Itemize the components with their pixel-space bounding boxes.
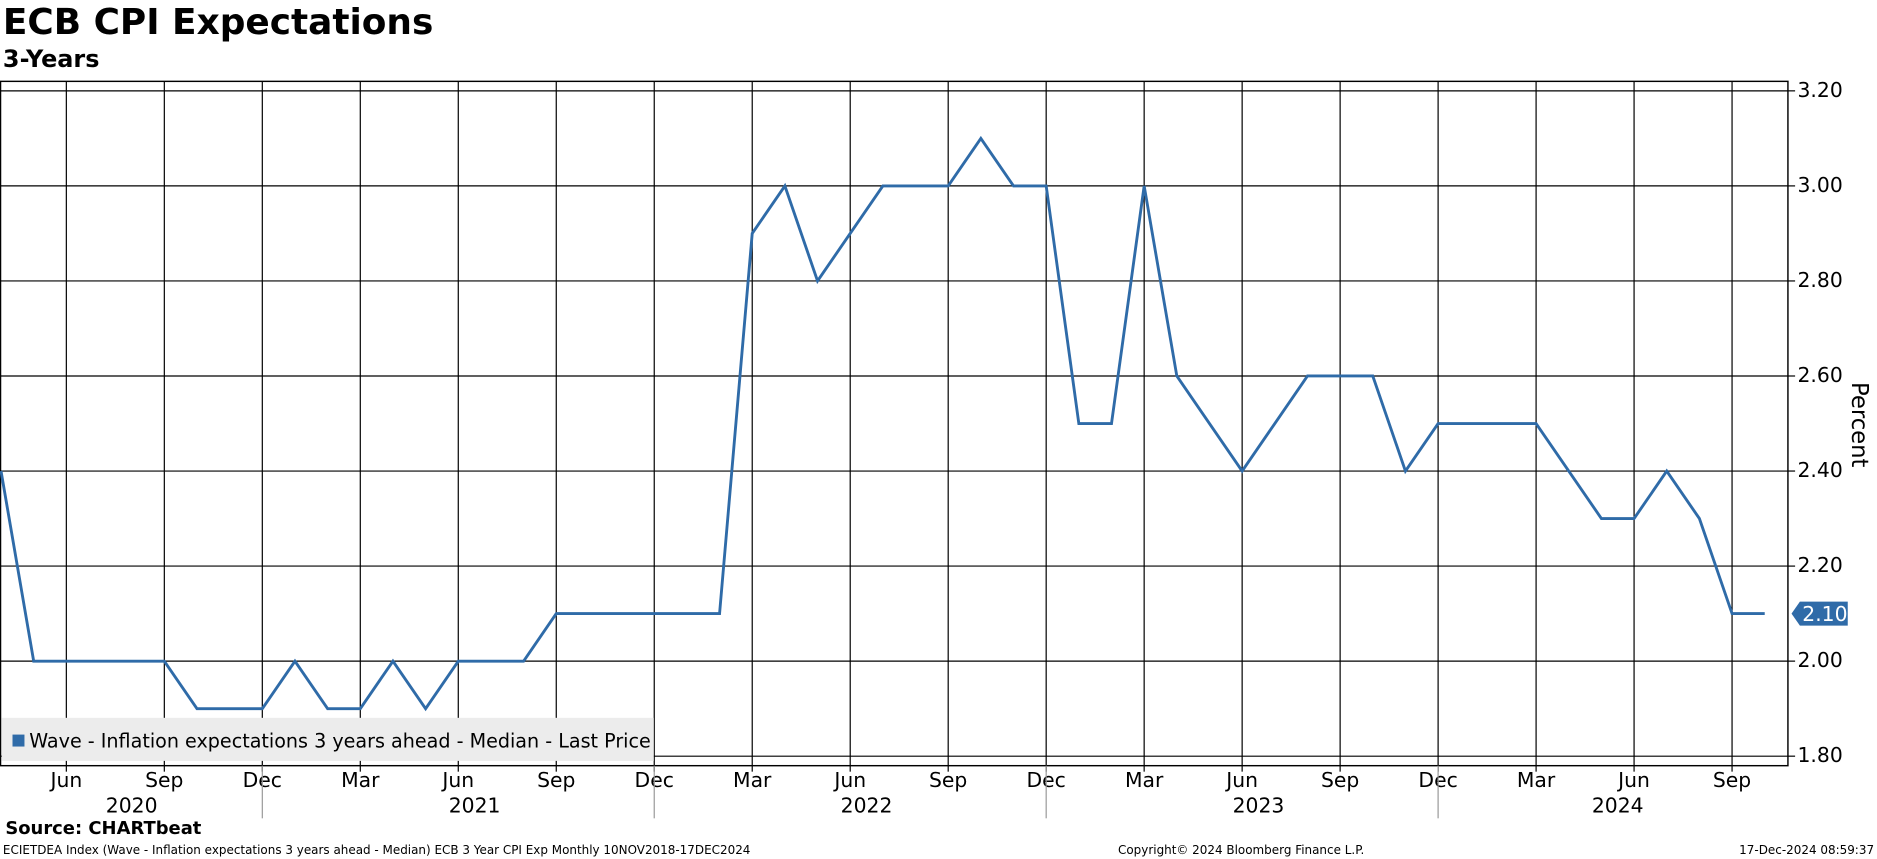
data-line [0,135,1765,712]
legend-box [1,717,654,761]
x-tick-label: Jun [1224,768,1258,792]
y-tick-label: 2.60 [1798,363,1843,387]
chart-subtitle: 3-Years [3,45,100,73]
y-tick-label: 2.40 [1798,458,1843,482]
footer-left: ECIETDEA Index (Wave - Inflation expecta… [3,843,750,857]
y-tick-label: 3.20 [1798,78,1843,102]
x-year-label: 2022 [841,793,893,817]
x-tick-label: Mar [341,768,380,792]
x-tick-label: Sep [537,768,575,792]
legend-swatch [12,734,25,747]
x-tick-label: Jun [440,768,474,792]
y-tick-label: 1.80 [1798,743,1843,767]
chart-title: ECB CPI Expectations [3,2,433,43]
x-year-label: 2021 [449,793,501,817]
x-tick-label: Sep [145,768,183,792]
y-tick-label: 2.20 [1798,553,1843,577]
x-year-label: 2020 [106,793,158,817]
y-axis-title: Percent [1846,382,1872,468]
x-tick-label: Jun [48,768,82,792]
x-tick-label: Mar [1517,768,1556,792]
last-value-label: 2.10 [1802,602,1847,626]
last-value-tag [1791,601,1848,626]
y-tick-label: 3.00 [1798,173,1843,197]
x-year-label: 2023 [1233,793,1285,817]
legend-label: Wave - Inflation expectations 3 years ah… [29,729,651,752]
x-tick-label: Jun [1616,768,1650,792]
y-tick-label: 2.80 [1798,268,1843,292]
x-tick-label: Mar [733,768,772,792]
x-tick-label: Sep [929,768,967,792]
x-tick-label: Jun [832,768,866,792]
footer-right: 17-Dec-2024 08:59:37 [1739,843,1874,857]
x-tick-label: Sep [1713,768,1751,792]
x-tick-label: Sep [1321,768,1359,792]
y-tick-label: 2.00 [1798,648,1843,672]
x-tick-label: Mar [1125,768,1164,792]
plot-frame [0,80,1789,767]
footer-center: Copyright© 2024 Bloomberg Finance L.P. [1118,843,1364,857]
x-year-label: 2024 [1592,793,1644,817]
source: Source: CHARTbeat [5,818,201,839]
